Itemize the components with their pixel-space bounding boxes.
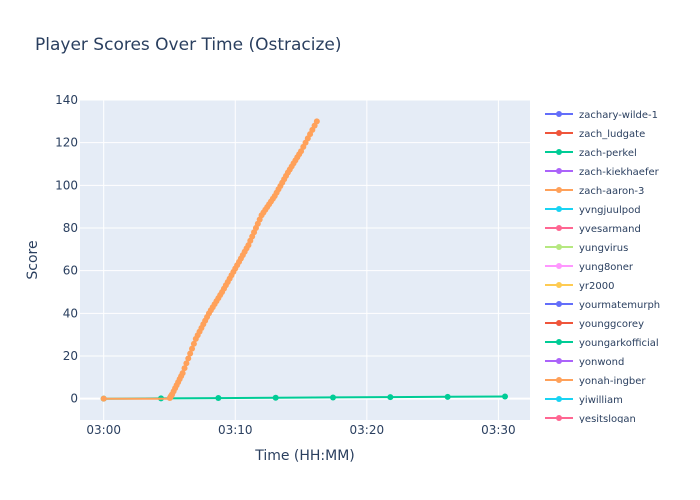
chart-title: Player Scores Over Time (Ostracize) <box>35 35 342 55</box>
legend-swatch-marker <box>556 244 562 250</box>
data-point-zach-aaron-3 <box>185 355 192 362</box>
y-tick-label: 120 <box>55 136 78 150</box>
legend-item-yr2000[interactable]: yr2000 <box>545 281 614 292</box>
legend-swatch-marker <box>556 301 562 307</box>
legend-item-zach-aaron-3[interactable]: zach-aaron-3 <box>545 186 644 197</box>
grid-lines <box>80 99 530 420</box>
x-axis-label: Time (HH:MM) <box>254 448 355 464</box>
legend-item-youngarkofficial[interactable]: youngarkofficial <box>545 338 659 349</box>
legend-swatch-marker <box>556 339 562 345</box>
axis-ticks: 0 20 40 60 80 100 120 140 03:00 03:10 03:20 03:30 <box>55 93 516 437</box>
legend-swatch-marker <box>556 263 562 269</box>
legend-label: younggcorey <box>579 319 644 330</box>
legend-swatch-marker <box>556 149 562 155</box>
data-point-zach-perkel <box>330 394 337 401</box>
legend-swatch-marker <box>556 206 562 212</box>
legend-label: yungvirus <box>579 243 628 254</box>
legend-swatch-marker <box>556 282 562 288</box>
legend-label: zach-aaron-3 <box>579 186 644 197</box>
data-point-zach-perkel <box>215 395 222 402</box>
data-point-zach-aaron-3 <box>189 345 196 352</box>
data-point-zach-aaron-3 <box>187 350 194 357</box>
legend-label: yourmatemurph <box>579 300 660 311</box>
legend-label: zach_ludgate <box>579 129 645 140</box>
legend-label: yesitslogan <box>579 414 636 425</box>
y-tick-label: 40 <box>63 306 78 320</box>
plot-area <box>80 100 530 420</box>
legend-item-yonah-ingber[interactable]: yonah-ingber <box>545 376 646 387</box>
data-point-zach-aaron-3 <box>179 370 186 377</box>
data-point-zach-perkel <box>444 393 451 400</box>
legend-label: yr2000 <box>579 281 614 292</box>
data-point-zach-aaron-3 <box>313 118 320 125</box>
legend[interactable]: zachary-wilde-1 zach_ludgate zach-perkel za… <box>545 110 660 425</box>
legend-swatch-marker <box>556 415 562 421</box>
legend-swatch-marker <box>556 111 562 117</box>
data-point-zach-aaron-3 <box>100 395 107 402</box>
data-point-zach-aaron-3 <box>181 365 188 372</box>
legend-item-yourmatemurph[interactable]: yourmatemurph <box>545 300 660 311</box>
legend-label: yvngjuulpod <box>579 205 641 216</box>
legend-item-yung8oner[interactable]: yung8oner <box>545 262 634 273</box>
y-tick-label: 80 <box>63 221 78 235</box>
legend-item-yungvirus[interactable]: yungvirus <box>545 243 628 254</box>
x-tick-label: 03:10 <box>218 423 253 437</box>
legend-swatch-marker <box>556 396 562 402</box>
data-point-zach-perkel <box>387 394 394 401</box>
legend-label: yiwilliam <box>579 395 623 406</box>
legend-item-yvngjuulpod[interactable]: yvngjuulpod <box>545 205 641 216</box>
legend-swatch-marker <box>556 168 562 174</box>
legend-label: youngarkofficial <box>579 338 659 349</box>
y-tick-label: 0 <box>70 392 78 406</box>
legend-item-yiwilliam[interactable]: yiwilliam <box>545 395 623 406</box>
legend-item-younggcorey[interactable]: younggcorey <box>545 319 644 330</box>
legend-swatch-marker <box>556 377 562 383</box>
legend-item-yonwond[interactable]: yonwond <box>545 357 624 368</box>
x-tick-label: 03:00 <box>86 423 121 437</box>
series-layer <box>100 118 508 402</box>
legend-swatch-marker <box>556 225 562 231</box>
y-tick-label: 60 <box>63 264 78 278</box>
legend-label: yonwond <box>579 357 624 368</box>
legend-item-yesitslogan[interactable]: yesitslogan <box>545 414 636 425</box>
legend-label: yvesarmand <box>579 224 641 235</box>
legend-item-yvesarmand[interactable]: yvesarmand <box>545 224 641 235</box>
legend-label: yonah-ingber <box>579 376 646 387</box>
data-point-zach-aaron-3 <box>183 360 190 367</box>
y-axis-label: Score <box>25 240 41 279</box>
legend-swatch-marker <box>556 320 562 326</box>
legend-item-zach_ludgate[interactable]: zach_ludgate <box>545 129 645 140</box>
legend-label: zach-perkel <box>579 148 637 159</box>
y-tick-label: 20 <box>63 349 78 363</box>
data-point-zach-aaron-3 <box>190 340 197 347</box>
data-point-zach-perkel <box>502 393 508 400</box>
x-tick-label: 03:20 <box>350 423 385 437</box>
legend-swatch-marker <box>556 358 562 364</box>
legend-item-zach-perkel[interactable]: zach-perkel <box>545 148 637 159</box>
x-tick-label: 03:30 <box>481 423 516 437</box>
legend-item-zach-kiekhaefer[interactable]: zach-kiekhaefer <box>545 167 660 178</box>
y-tick-label: 100 <box>55 178 78 192</box>
legend-swatch-marker <box>556 130 562 136</box>
y-tick-label: 140 <box>55 93 78 107</box>
legend-label: zachary-wilde-1 <box>579 110 658 121</box>
legend-label: zach-kiekhaefer <box>579 167 660 178</box>
data-point-zach-perkel <box>272 394 279 401</box>
legend-label: yung8oner <box>579 262 634 273</box>
legend-swatch-marker <box>556 187 562 193</box>
legend-item-zachary-wilde-1[interactable]: zachary-wilde-1 <box>545 110 658 121</box>
